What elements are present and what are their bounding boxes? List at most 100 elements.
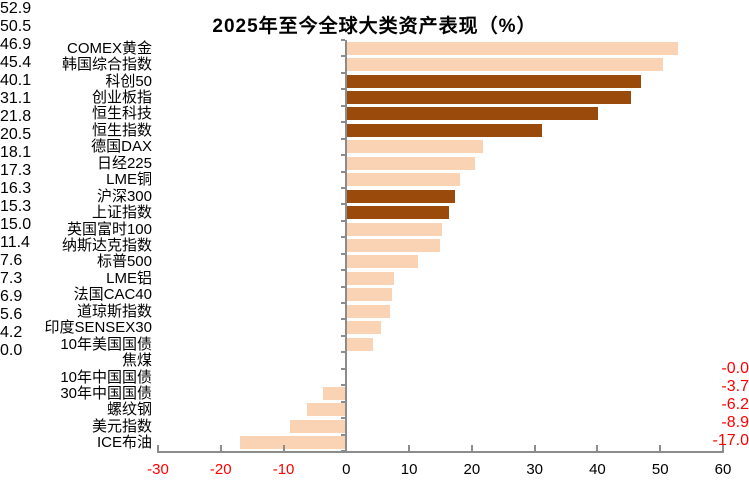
bar: [346, 41, 679, 55]
y-axis-tick: [341, 384, 346, 387]
bar: [307, 403, 347, 417]
y-axis-tick: [341, 400, 346, 403]
value-label: -8.9: [721, 414, 749, 431]
bar: [346, 271, 395, 285]
value-label: 7.3: [0, 270, 23, 287]
x-axis-tick: [533, 445, 536, 451]
category-label: 30年中国国债: [60, 384, 152, 402]
bar: [346, 239, 441, 252]
category-label: 创业板指: [91, 89, 152, 107]
bar: [346, 255, 418, 269]
bar: [346, 288, 393, 302]
y-axis-line: [345, 40, 348, 451]
bar: [346, 107, 599, 121]
bar: [346, 337, 373, 351]
y-axis-tick: [341, 236, 346, 239]
x-axis-tick: [596, 445, 599, 451]
category-label: 上证指数: [91, 204, 152, 222]
category-label: 韩国综合指数: [61, 56, 152, 74]
bar: [346, 304, 390, 318]
y-axis-tick: [341, 302, 346, 305]
y-axis-tick: [341, 219, 346, 222]
value-label: 20.5: [0, 126, 32, 143]
y-axis-tick: [341, 269, 346, 272]
bar: [346, 206, 449, 220]
bar: [346, 173, 460, 187]
category-label: 日经225: [96, 154, 152, 172]
y-axis-tick: [341, 71, 346, 74]
value-label: 45.4: [0, 54, 32, 71]
category-label: 螺纹钢: [106, 401, 152, 419]
x-axis-tick: [157, 445, 159, 451]
y-axis-tick: [341, 137, 346, 140]
y-axis-tick: [341, 252, 346, 255]
bar: [346, 156, 476, 170]
value-label: 17.3: [0, 162, 32, 179]
x-axis-tick-label: 10: [400, 461, 418, 478]
y-axis-tick: [341, 417, 346, 420]
y-axis-tick: [341, 318, 346, 321]
category-label: 英国富时100: [66, 220, 152, 238]
value-label: 46.9: [0, 36, 32, 53]
value-label: 4.2: [0, 324, 23, 341]
x-axis-tick: [722, 445, 724, 451]
x-axis-tick: [659, 445, 662, 451]
x-axis-tick: [282, 445, 285, 451]
category-label: ICE布油: [96, 434, 152, 452]
y-axis-tick: [341, 88, 346, 91]
x-axis-tick: [219, 445, 222, 451]
category-label: 印度SENSEX30: [44, 319, 152, 337]
value-label: 40.1: [0, 72, 32, 89]
x-axis-tick: [345, 445, 348, 451]
category-label: 德国DAX: [91, 138, 152, 156]
y-axis-tick: [341, 39, 346, 41]
bar: [346, 91, 632, 105]
x-axis-tick-label: 0: [342, 461, 351, 478]
x-axis-tick-label: 40: [589, 461, 606, 478]
y-axis-tick: [341, 186, 346, 189]
bar: [323, 386, 347, 400]
value-label: 11.4: [0, 234, 30, 251]
x-axis-tick-label: -20: [209, 461, 232, 478]
x-axis-tick-label: -30: [147, 461, 169, 478]
category-label: 恒生指数: [91, 121, 152, 139]
value-label: 15.0: [0, 216, 32, 233]
bar: [239, 436, 347, 450]
y-axis-tick: [341, 334, 346, 337]
y-axis-tick: [341, 104, 346, 107]
y-axis-tick: [341, 55, 346, 58]
value-label: -0.0: [721, 360, 749, 377]
value-label: 5.6: [0, 306, 23, 323]
value-label: 15.3: [0, 198, 32, 215]
value-label: 16.3: [0, 180, 32, 197]
plot-area: COMEX黄金 52.9 韩国综合指数 50.5 科创50 46.9 创业板指 45.4 恒生科…: [0, 0, 749, 477]
value-label: 50.5: [0, 18, 32, 35]
y-axis-tick: [341, 203, 346, 206]
x-axis-tick-label: -10: [272, 461, 295, 478]
category-label: 恒生科技: [91, 105, 152, 123]
value-label: -17.0: [712, 432, 749, 449]
category-label: LME铝: [106, 269, 152, 287]
x-axis-tick-label: 50: [651, 461, 669, 478]
category-label: 科创50: [105, 72, 152, 90]
y-axis-tick: [341, 285, 346, 288]
value-label: 52.9: [0, 0, 32, 17]
category-label: 道琼斯指数: [76, 302, 152, 320]
category-label: 沪深300: [96, 187, 152, 205]
x-axis-tick-label: 30: [526, 461, 543, 478]
category-label: LME铜: [106, 171, 152, 189]
value-label: 7.6: [0, 252, 23, 269]
category-label: 纳斯达克指数: [61, 237, 152, 254]
bar: [346, 222, 443, 236]
bar: [346, 321, 382, 335]
x-axis-tick: [408, 445, 411, 451]
y-axis-tick: [341, 121, 346, 124]
value-label: 31.1: [0, 90, 32, 107]
bar: [346, 123, 542, 137]
y-axis-tick: [341, 433, 346, 436]
value-label: 6.9: [0, 288, 23, 305]
category-label: 焦煤: [121, 352, 152, 370]
bar: [346, 189, 455, 203]
y-axis-tick: [341, 154, 346, 157]
